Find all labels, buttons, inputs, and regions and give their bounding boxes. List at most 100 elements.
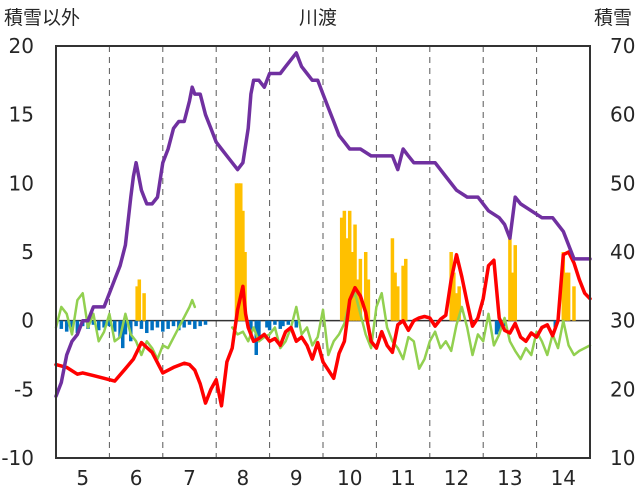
series-layer: [54, 51, 592, 408]
orange-bar: [572, 286, 576, 321]
orange-bar: [508, 238, 512, 321]
orange-bar: [401, 265, 405, 321]
orange-bar: [513, 245, 517, 321]
right-axis-label: 積雪: [594, 7, 632, 29]
blue-bar: [150, 320, 154, 331]
blue-bar: [64, 320, 69, 332]
orange-bar: [564, 272, 568, 321]
blue-bar: [249, 320, 253, 335]
orange-bar: [234, 183, 239, 321]
blue-bar: [112, 320, 117, 332]
orange-bar: [339, 217, 344, 321]
blue-bar: [70, 320, 74, 328]
blue-bar: [171, 320, 176, 327]
orange-bar: [404, 258, 408, 321]
orange-bar: [390, 238, 395, 321]
orange-bar: [353, 224, 357, 321]
orange-bar: [452, 272, 456, 321]
left-axis-label: 積雪以外: [4, 7, 80, 29]
orange-bar: [363, 252, 368, 321]
right-tick-label: 50: [610, 171, 635, 195]
blue-bar: [118, 320, 122, 338]
orange-bar: [561, 252, 566, 321]
x-tick-label: 10: [337, 466, 362, 490]
blue-bar: [187, 320, 192, 325]
blue-bar: [75, 320, 80, 334]
orange-bar: [566, 272, 571, 321]
orange-bar: [142, 293, 146, 321]
blue-bar: [273, 320, 277, 325]
blue-bar: [502, 320, 507, 327]
x-tick-label: 14: [551, 466, 576, 490]
blue-bar: [257, 320, 261, 338]
right-tick-label: 70: [610, 34, 635, 58]
chart-title: 川渡: [299, 7, 337, 29]
blue-bar: [123, 320, 128, 335]
orange-bars-group: [135, 183, 576, 321]
x-tick-label: 9: [290, 466, 303, 490]
left-tick-label: 20: [9, 34, 34, 58]
blue-bar: [281, 320, 285, 327]
x-tick-label: 12: [444, 466, 469, 490]
blue-bar: [497, 320, 501, 332]
plot-frame: [55, 45, 591, 459]
blue-bar: [145, 320, 149, 334]
blue-bar: [155, 320, 160, 328]
left-tick-label: 5: [21, 240, 34, 264]
orange-bar: [135, 286, 139, 321]
x-tick-label: 5: [76, 466, 89, 490]
red-series-line: [54, 250, 592, 408]
blue-bar: [166, 320, 170, 329]
blue-bar: [286, 320, 291, 325]
blue-bar: [96, 320, 101, 331]
orange-bar: [457, 286, 461, 321]
orange-bar: [347, 210, 352, 321]
orange-bar: [236, 183, 241, 321]
blue-bar: [161, 320, 165, 332]
orange-bar: [393, 272, 397, 321]
orange-bar: [345, 238, 349, 321]
blue-bar: [134, 320, 138, 327]
left-tick-label: -10: [1, 446, 34, 470]
orange-bar: [243, 252, 247, 321]
left-axis-ticks: -10 -5 0 5 10 15 20: [1, 34, 34, 470]
blue-bar: [102, 320, 106, 328]
orange-bar: [350, 252, 355, 321]
orange-bar: [358, 258, 363, 321]
x-tick-label: 7: [183, 466, 196, 490]
right-tick-label: 30: [610, 309, 635, 333]
blue-bar: [294, 320, 299, 328]
x-axis-ticks: 5 6 7 8 9 10 11 12 13 14: [76, 466, 576, 490]
blue-bar: [121, 320, 125, 349]
orange-bar: [366, 279, 371, 321]
x-tick-label: 8: [237, 466, 250, 490]
right-tick-label: 60: [610, 103, 635, 127]
blue-bar: [107, 320, 112, 327]
x-tick-label: 6: [130, 466, 143, 490]
blue-bar: [59, 320, 64, 329]
right-tick-label: 40: [610, 240, 635, 264]
left-tick-label: 15: [9, 103, 34, 127]
vertical-grid: [108, 46, 538, 458]
blue-bar: [494, 320, 499, 335]
x-tick-label: 13: [497, 466, 522, 490]
orange-bar: [396, 286, 400, 321]
right-tick-label: 10: [610, 446, 635, 470]
orange-bar: [454, 293, 459, 321]
orange-bar: [137, 279, 142, 321]
orange-bar: [241, 210, 245, 321]
blue-bar: [203, 320, 208, 325]
right-tick-label: 20: [610, 377, 635, 401]
right-axis-ticks: 10 20 30 40 50 60 70: [610, 34, 635, 470]
left-tick-label: -5: [14, 377, 34, 401]
orange-bar: [510, 272, 515, 321]
green-series-line: [54, 291, 592, 370]
orange-bar: [239, 183, 243, 321]
blue-bar: [267, 320, 272, 331]
blue-bar: [265, 320, 269, 328]
blue-bar: [198, 320, 202, 327]
blue-bar: [278, 320, 283, 329]
blue-bars-group: [59, 320, 558, 355]
blue-bar: [193, 320, 197, 329]
